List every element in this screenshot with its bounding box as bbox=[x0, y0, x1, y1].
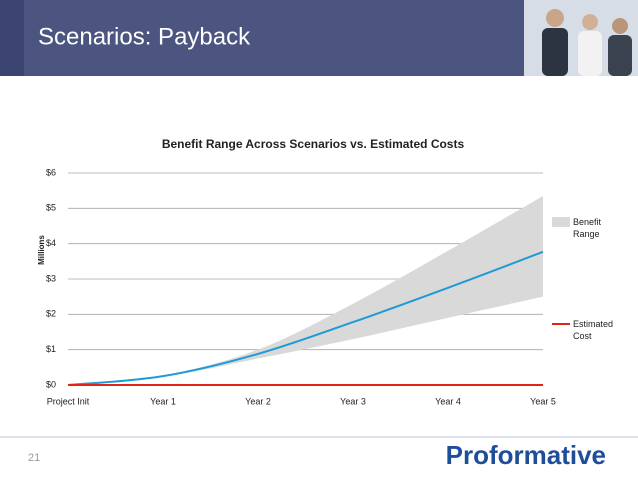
x-tick-label: Year 2 bbox=[245, 396, 271, 406]
y-tick-label: $5 bbox=[46, 203, 56, 213]
y-axis-label: Millions bbox=[37, 235, 46, 265]
y-tick-label: $3 bbox=[46, 273, 56, 283]
series-line bbox=[67, 250, 544, 386]
legend-swatch bbox=[552, 217, 570, 227]
x-tick-label: Year 5 bbox=[530, 396, 556, 406]
header-bar bbox=[24, 0, 524, 76]
slide-title: Scenarios: Payback bbox=[38, 23, 251, 50]
legend-item: Benefit Range bbox=[573, 217, 602, 239]
legend-label: Benefit Range bbox=[573, 217, 602, 239]
y-tick-label: $0 bbox=[46, 379, 56, 389]
y-tick-label: $1 bbox=[46, 344, 56, 354]
y-tick-label: $4 bbox=[46, 238, 56, 248]
x-tick-label: Year 1 bbox=[150, 396, 176, 406]
header-accent bbox=[0, 0, 24, 76]
legend-item: Estimated Cost bbox=[573, 319, 614, 341]
page-number: 21 bbox=[28, 452, 40, 464]
logo: Proformative bbox=[446, 440, 606, 470]
y-tick-label: $2 bbox=[46, 309, 56, 319]
benefit-band bbox=[68, 195, 543, 385]
legend-label: Estimated Cost bbox=[573, 319, 614, 341]
x-tick-label: Year 4 bbox=[435, 396, 461, 406]
x-tick-label: Project Init bbox=[47, 396, 90, 406]
photo-people bbox=[542, 9, 632, 76]
x-tick-label: Year 3 bbox=[340, 396, 366, 406]
chart-title: Benefit Range Across Scenarios vs. Estim… bbox=[162, 137, 465, 151]
y-tick-label: $6 bbox=[46, 167, 56, 177]
